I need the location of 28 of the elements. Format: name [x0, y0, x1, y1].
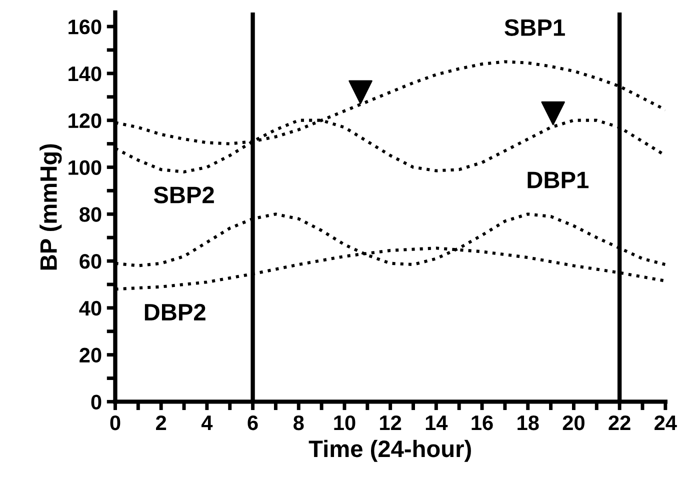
y-tick-label: 40 [79, 300, 102, 316]
y-tick-label: 20 [80, 348, 102, 363]
x-tick-label: 24 [654, 415, 677, 430]
x-tick-label: 6 [248, 415, 258, 430]
x-tick-label: 16 [472, 415, 493, 430]
x-tick-label: 12 [380, 415, 402, 430]
series-label: SBP1 [504, 19, 565, 36]
y-tick-label: 80 [80, 207, 102, 222]
y-axis-title: BP (mmHg) [40, 144, 62, 270]
y-tick-label: 0 [91, 394, 102, 410]
x-tick-label: 2 [156, 415, 166, 430]
x-axis-title: Time (24-hour) [308, 440, 471, 462]
series-label: DBP2 [144, 304, 206, 320]
y-tick-label: 120 [68, 113, 102, 128]
x-tick-label: 8 [294, 415, 304, 430]
y-tick-label: 160 [68, 20, 102, 34]
x-tick-label: 0 [110, 415, 120, 430]
y-tick-label: 100 [68, 160, 102, 175]
x-tick-label: 22 [608, 415, 630, 430]
x-tick-label: 20 [562, 415, 584, 430]
x-tick-label: 14 [426, 416, 448, 430]
series-label: DBP1 [528, 172, 589, 188]
series-label: SBP2 [154, 186, 214, 204]
x-tick-label: 18 [518, 415, 539, 430]
y-tick-label: 140 [68, 66, 102, 82]
x-tick-label: 10 [334, 415, 356, 430]
x-tick-label: 4 [201, 416, 213, 430]
y-tick-label: 60 [80, 254, 102, 269]
